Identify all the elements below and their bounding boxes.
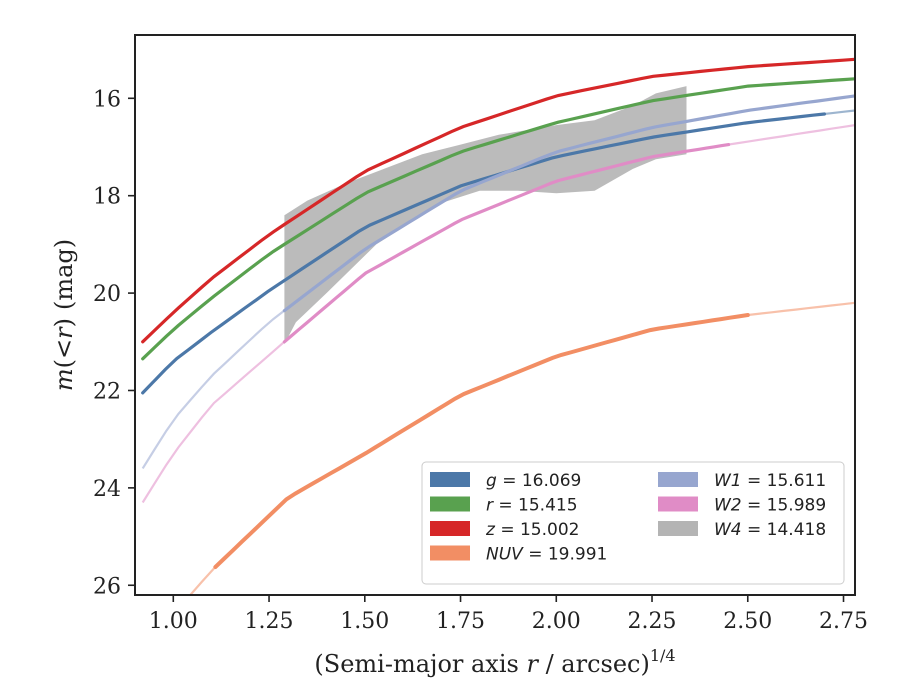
x-axis-title-tail: / arcsec) <box>538 650 650 678</box>
legend-item-w4-swatch <box>658 521 698 536</box>
band-w4 <box>284 86 687 345</box>
legend-box <box>421 461 845 585</box>
legend-item-w1-label: W1 = 15.611 <box>714 471 826 491</box>
legend-item-z-swatch <box>430 521 470 536</box>
legend-item-g-swatch <box>430 472 470 487</box>
x-tick-label: 1.00 <box>149 609 198 634</box>
series-w2-line <box>282 143 731 344</box>
legend-item-nuv-swatch <box>430 545 470 561</box>
legend-item-w2-label: W2 = 15.989 <box>714 496 826 516</box>
x-tick-label: 2.00 <box>532 609 581 634</box>
legend-item-w2-swatch <box>658 496 698 512</box>
legend-item-r-label: r = 15.415 <box>486 496 578 516</box>
y-axis-title-close: ) <box>50 318 78 327</box>
x-axis-title-main: (Semi-major axis <box>314 650 526 678</box>
axes-frame <box>134 34 856 596</box>
legend-item-w4-label: W4 = 14.418 <box>714 520 826 540</box>
y-axis-title-unit: (mag) <box>50 239 78 310</box>
x-axis-title-exp: 1/4 <box>650 646 676 665</box>
x-axis-title-var: r <box>526 650 539 678</box>
y-axis-title-r: r <box>50 326 78 339</box>
x-tick-label: 1.75 <box>436 609 485 634</box>
y-tick-label: 20 <box>93 282 121 307</box>
y-tick-label: 24 <box>93 477 121 502</box>
legend: g = 16.069 r = 15.415 z = 15.002 NUV = 19.9… <box>421 461 845 585</box>
y-tick-label: 22 <box>93 379 121 404</box>
x-tick-label: 1.50 <box>340 609 389 634</box>
series-r-line <box>141 77 855 361</box>
x-tick-label: 2.75 <box>819 609 868 634</box>
x-tick-label: 1.25 <box>245 609 294 634</box>
y-axis-title: m(<r) (mag) <box>50 239 78 391</box>
series-g-line <box>141 112 826 395</box>
series-w1-line <box>282 94 855 313</box>
plot-area <box>141 57 855 595</box>
series-z-faint-line <box>141 58 855 343</box>
legend-item-z-label: z = 15.002 <box>485 520 579 540</box>
x-tick-label: 2.25 <box>628 609 677 634</box>
series-z-line <box>141 57 855 344</box>
y-axis: 16 18 20 22 24 26 <box>93 87 135 599</box>
legend-item-w1-swatch <box>658 472 698 487</box>
x-axis-title: (Semi-major axis r / arcsec)1/4 <box>314 646 675 678</box>
legend-item-g-label: g = 16.069 <box>486 471 581 491</box>
x-axis: 1.00 1.25 1.50 1.75 2.00 2.25 2.50 2.75 <box>149 595 868 634</box>
x-tick-label: 2.50 <box>723 609 772 634</box>
y-tick-label: 18 <box>93 185 121 210</box>
y-tick-label: 26 <box>93 574 121 599</box>
y-axis-title-open: (< <box>50 339 78 368</box>
legend-item-nuv-label: NUV = 19.991 <box>486 545 607 565</box>
series-nuv-line <box>213 313 750 569</box>
legend-item-r-swatch <box>430 496 470 512</box>
y-axis-title-m: m <box>50 368 78 391</box>
y-tick-label: 16 <box>93 87 121 112</box>
